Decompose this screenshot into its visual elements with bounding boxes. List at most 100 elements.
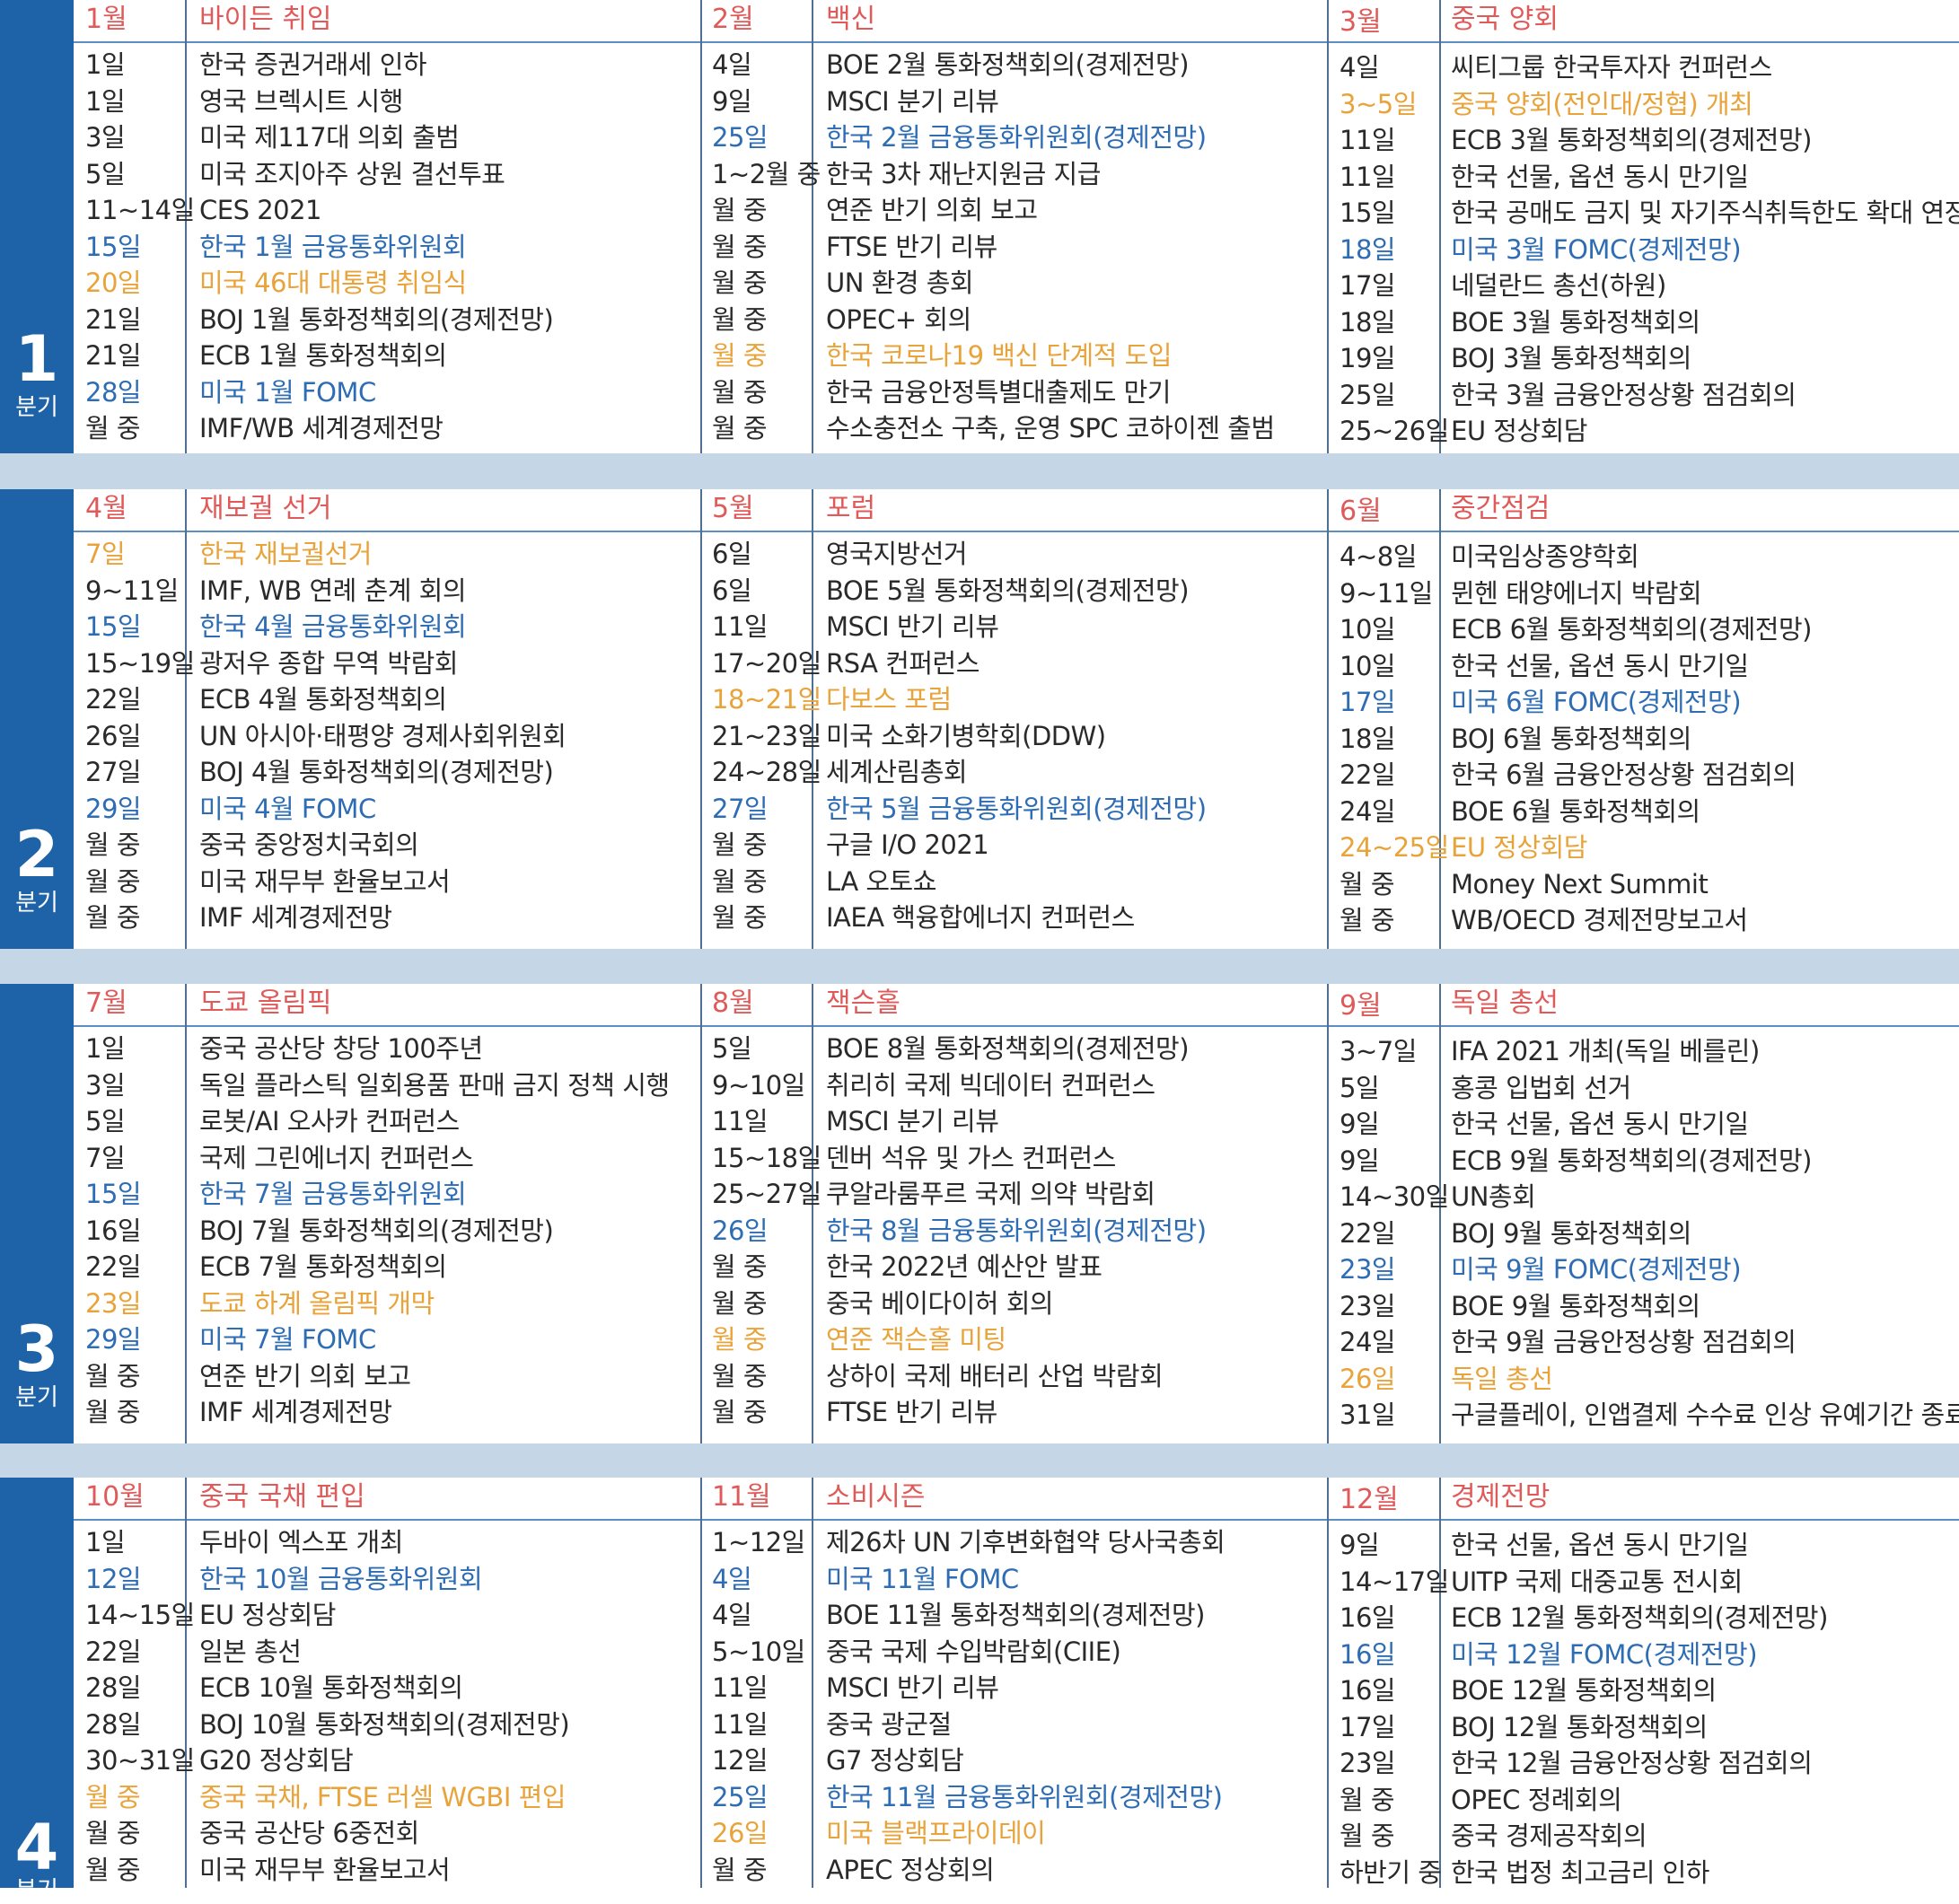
month-theme: 잭슨홀 [826, 987, 900, 1019]
column-divider [185, 0, 187, 453]
month-theme: 독일 총선 [1451, 987, 1559, 1019]
event-date: 18일 [1340, 306, 1396, 338]
quarter-label: 분기 [15, 1877, 58, 1904]
event-date: 26일 [712, 1215, 769, 1246]
event-text: 중국 국제 수입박람회(CIIE) [826, 1636, 1121, 1667]
event-text: OPEC 정례회의 [1451, 1784, 1622, 1815]
event-text: 한국 법정 최고금리 인하 [1451, 1856, 1709, 1888]
event-text: 미국 6월 FOMC(경제전망) [1451, 687, 1742, 717]
event-text: BOJ 9월 통화정책회의 [1451, 1217, 1691, 1249]
event-date: 25일 [712, 1781, 769, 1812]
event-date: 월 중 [712, 902, 768, 933]
event-date: 22일 [1340, 1217, 1396, 1249]
event-date: 15~19일 [85, 647, 195, 679]
event-text: 한국 선물, 옵션 동시 만기일 [1451, 161, 1749, 192]
event-text: APEC 정상회의 [826, 1854, 995, 1885]
event-text: 한국 4월 금융통화위원회 [199, 611, 467, 642]
event-date: 27일 [712, 793, 769, 824]
event-text: G20 정상회담 [199, 1745, 354, 1776]
event-date: 29일 [85, 793, 142, 824]
event-text: 한국 3월 금융안정상황 점검회의 [1451, 379, 1796, 410]
event-text: 한국 재보궐선거 [199, 539, 372, 569]
event-date: 3~5일 [1340, 88, 1417, 119]
quarter-number: 1 [14, 322, 59, 396]
event-text: EU 정상회담 [199, 1600, 337, 1630]
quarter-separator [0, 949, 1959, 984]
month-theme: 소비시즌 [826, 1481, 926, 1513]
month-header: 12월 [1340, 1484, 1399, 1515]
event-date: 20일 [85, 268, 142, 298]
event-text: BOE 2월 통화정책회의(경제전망) [826, 49, 1190, 80]
event-text: 미국 11월 FOMC [826, 1563, 1019, 1594]
event-date: 21~23일 [712, 720, 821, 751]
event-text: BOJ 12월 통화정책회의 [1451, 1711, 1708, 1742]
event-text: 도쿄 하계 올림픽 개막 [199, 1287, 435, 1319]
month-divider [700, 1478, 702, 1888]
event-date: 15일 [85, 611, 142, 642]
event-date: 월 중 [85, 1781, 141, 1812]
event-text: 미국 4월 FOMC [199, 793, 376, 824]
event-text: 한국 5월 금융통화위원회(경제전망) [826, 793, 1207, 824]
event-date: 11~14일 [85, 195, 195, 225]
column-divider [185, 984, 187, 1443]
event-date: 31일 [1340, 1399, 1396, 1430]
event-text: 미국 7월 FOMC [199, 1324, 376, 1355]
event-date: 16일 [1340, 1638, 1396, 1670]
event-date: 24~28일 [712, 757, 821, 787]
event-date: 23일 [1340, 1254, 1396, 1285]
event-text: 중국 양회(전인대/정협) 개최 [1451, 88, 1753, 119]
event-text: MSCI 분기 리뷰 [826, 1106, 999, 1136]
event-text: 미국 46대 대통령 취임식 [199, 268, 467, 298]
event-date: 11일 [1340, 161, 1396, 192]
event-text: 한국 증권거래세 인하 [199, 49, 427, 80]
event-text: 구글플레이, 인앱결제 수수료 인상 유예기간 종료 [1451, 1399, 1959, 1430]
event-text: 한국 8월 금융통화위원회(경제전망) [826, 1215, 1207, 1246]
event-text: 한국 1월 금융통화위원회 [199, 231, 467, 262]
event-date: 월 중 [85, 829, 141, 860]
event-date: 15일 [85, 1179, 142, 1209]
event-text: LA 오토쇼 [826, 865, 936, 897]
month-header: 9월 [1340, 990, 1382, 1022]
event-text: 다보스 포럼 [826, 684, 952, 715]
event-text: ECB 12월 통화정책회의(경제전망) [1451, 1602, 1828, 1633]
event-text: 네덜란드 총선(하원) [1451, 270, 1666, 301]
event-text: WB/OECD 경제전망보고서 [1451, 905, 1748, 935]
event-date: 15~18일 [712, 1142, 821, 1173]
event-text: 한국 2022년 예산안 발표 [826, 1251, 1102, 1282]
event-date: 1~12일 [712, 1527, 805, 1557]
quarter-separator [0, 453, 1959, 489]
event-date: 12일 [712, 1745, 769, 1776]
event-text: ECB 7월 통화정책회의 [199, 1251, 447, 1282]
event-text: UN총회 [1451, 1181, 1536, 1212]
event-text: 중국 국채, FTSE 러셀 WGBI 편입 [199, 1781, 566, 1812]
event-date: 월 중 [1340, 868, 1395, 899]
event-text: 중국 공산당 6중전회 [199, 1818, 419, 1848]
event-date: 17일 [1340, 270, 1396, 301]
event-date: 25일 [1340, 379, 1396, 410]
header-divider [74, 1519, 1959, 1521]
header-divider [74, 41, 1959, 43]
column-divider [812, 1478, 813, 1888]
event-date: 17일 [1340, 687, 1396, 717]
quarter-section: 1 분기 1월 바이든 취임 1일 한국 증권거래세 인하 1일 영국 브렉시트 시행 3일 미국… [0, 0, 1959, 453]
event-date: 7일 [85, 539, 126, 569]
quarter-label: 분기 [15, 394, 58, 421]
event-text: 미국 블랙프라이데이 [826, 1818, 1046, 1848]
event-text: 한국 선물, 옵션 동시 만기일 [1451, 1109, 1749, 1139]
event-text: FTSE 반기 리뷰 [826, 231, 997, 262]
event-date: 4일 [712, 1600, 752, 1630]
quarter-section: 3 분기 7월 도쿄 올림픽 1일 중국 공산당 창당 100주년 3일 독일 플라스틱 일회… [0, 984, 1959, 1443]
event-date: 16일 [1340, 1675, 1396, 1706]
event-date: 월 중 [85, 865, 141, 897]
event-date: 18일 [1340, 723, 1396, 754]
event-date: 월 중 [85, 1360, 141, 1391]
event-text: EU 정상회담 [1451, 416, 1588, 446]
event-date: 10일 [1340, 614, 1396, 645]
event-text: IMF 세계경제전망 [199, 1397, 392, 1427]
event-date: 월 중 [85, 902, 141, 933]
event-text: 중국 경제공작회의 [1451, 1821, 1647, 1851]
event-date: 28일 [85, 1672, 142, 1703]
event-text: ECB 9월 통화정책회의(경제전망) [1451, 1145, 1812, 1176]
column-divider [812, 489, 813, 949]
event-text: 독일 플라스틱 일회용품 판매 금지 정책 시행 [199, 1069, 670, 1101]
